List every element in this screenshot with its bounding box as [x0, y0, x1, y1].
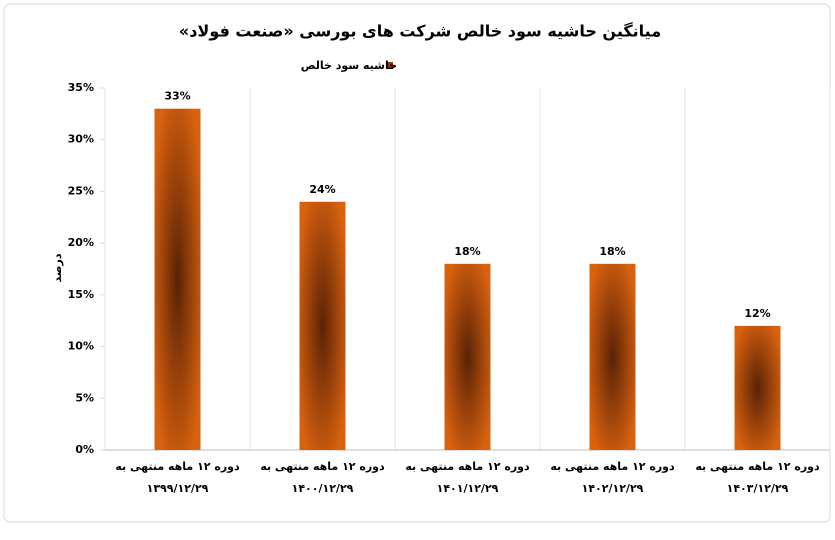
bar: [589, 263, 636, 450]
x-tick-label: دوره ۱۲ ماهه منتهی به: [405, 460, 530, 473]
y-tick-label: 35%: [68, 81, 94, 94]
y-tick-label: 0%: [75, 443, 94, 456]
y-tick-label: 15%: [68, 288, 94, 301]
data-label: 33%: [164, 90, 190, 103]
x-tick-label: ۱۴۰۱/۱۲/۲۹: [437, 482, 499, 495]
bar: [444, 263, 491, 450]
y-tick-label: 30%: [68, 133, 94, 146]
chart-title: میانگین حاشیه سود خالص شرکت های بورسی «ص…: [179, 22, 661, 41]
legend-swatch: [386, 62, 393, 69]
chart-border: [3, 3, 831, 523]
y-axis-label: درصد: [51, 253, 64, 282]
y-tick-label: 25%: [68, 184, 94, 197]
data-label: 18%: [454, 245, 480, 258]
data-label: 24%: [309, 183, 335, 196]
x-tick-label: دوره ۱۲ ماهه منتهی به: [695, 460, 820, 473]
bar: [299, 201, 346, 450]
x-tick-label: ۱۴۰۲/۱۲/۲۹: [582, 482, 644, 495]
y-tick-label: 5%: [75, 391, 94, 404]
x-tick-label: دوره ۱۲ ماهه منتهی به: [550, 460, 675, 473]
data-label: 12%: [744, 307, 770, 320]
y-tick-label: 20%: [68, 236, 94, 249]
y-tick-label: 10%: [68, 340, 94, 353]
bar: [154, 108, 201, 450]
x-tick-label: دوره ۱۲ ماهه منتهی به: [115, 460, 240, 473]
bar: [734, 325, 781, 450]
x-tick-label: دوره ۱۲ ماهه منتهی به: [260, 460, 385, 473]
x-tick-label: ۱۴۰۳/۱۲/۲۹: [727, 482, 789, 495]
data-label: 18%: [599, 245, 625, 258]
x-tick-label: ۱۴۰۰/۱۲/۲۹: [292, 482, 354, 495]
x-tick-label: ۱۳۹۹/۱۲/۲۹: [147, 482, 209, 495]
legend-label: حاشیه سود خالص: [301, 59, 397, 72]
